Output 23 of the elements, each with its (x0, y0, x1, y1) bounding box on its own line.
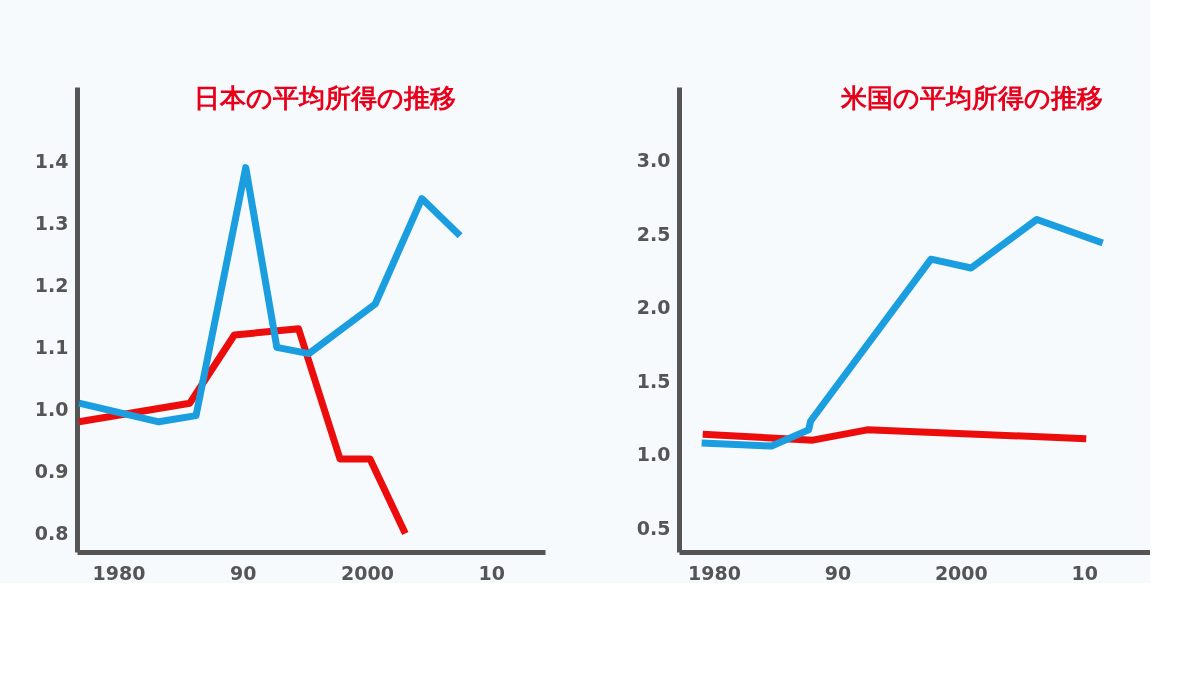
x-tick-label: 1980 (92, 561, 146, 584)
x-tick-label: 1980 (688, 561, 741, 584)
y-tick-label: 1.3 (34, 211, 69, 234)
y-tick-label: 1.1 (34, 335, 69, 358)
x-tick-label: 2000 (934, 561, 988, 584)
x-tick-label: 90 (229, 561, 257, 584)
y-tick-label: 1.4 (34, 149, 69, 172)
y-tick-label: 1.5 (636, 369, 671, 392)
chart-title: 日本の平均所得の推移 (194, 83, 456, 113)
y-tick-label: 2.0 (636, 296, 671, 319)
x-tick-label: 10 (478, 561, 505, 584)
y-tick-label: 3.0 (636, 149, 671, 172)
y-tick-label: 0.9 (34, 459, 69, 482)
y-tick-label: 1.0 (34, 397, 69, 420)
chart-title: 米国の平均所得の推移 (840, 83, 1103, 113)
y-tick-label: 2.5 (636, 222, 671, 245)
y-tick-label: 1.2 (34, 273, 69, 296)
y-tick-label: 0.5 (636, 516, 671, 539)
y-tick-label: 1.0 (636, 443, 671, 466)
x-tick-label: 10 (1071, 561, 1098, 584)
y-tick-label: 0.8 (34, 521, 69, 544)
x-tick-label: 2000 (340, 561, 394, 584)
x-tick-label: 90 (824, 561, 852, 584)
